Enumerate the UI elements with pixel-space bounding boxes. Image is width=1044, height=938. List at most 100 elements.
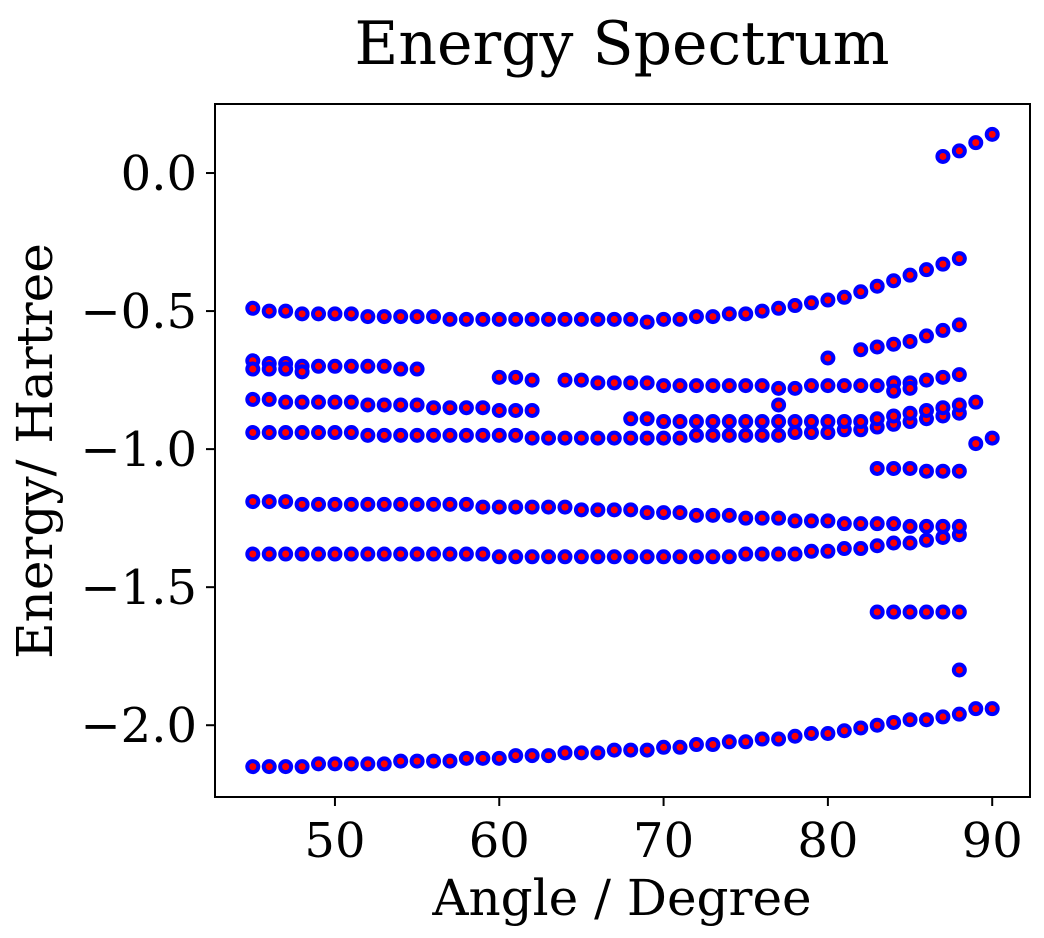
point-marker-level-11-13	[462, 315, 470, 323]
point-marker-level-4-25	[660, 434, 668, 442]
series-level-6	[623, 397, 967, 430]
point-marker-level-11-25	[660, 315, 668, 323]
point-marker-level-2-18	[545, 553, 553, 561]
point-marker-level-2-4	[315, 550, 323, 558]
point-marker-level-2-8	[380, 550, 388, 558]
point-marker-level-10-1	[824, 354, 832, 362]
point-marker-level-1-37	[857, 724, 865, 732]
point-marker-level-9-7	[627, 379, 635, 387]
point-marker-level-1-33	[791, 732, 799, 740]
point-marker-level-7-5	[331, 362, 339, 370]
point-marker-level-4-2	[282, 429, 290, 437]
point-marker-level-2-13	[462, 550, 470, 558]
point-marker-level-6-1	[643, 415, 651, 423]
point-marker-level-2-25	[660, 553, 668, 561]
point-marker-level-2-33	[791, 550, 799, 558]
point-marker-level-6-10	[791, 418, 799, 426]
y-tick-label-4: −2.0	[80, 698, 197, 754]
point-marker-level-1-3	[298, 763, 306, 771]
point-marker-level-4-32	[775, 431, 783, 439]
point-marker-level-2-0	[249, 550, 257, 558]
point-marker-level-12-4	[939, 467, 947, 475]
point-marker-level-10-4	[890, 340, 898, 348]
point-marker-level-3-17	[528, 503, 536, 511]
point-marker-level-1-5	[331, 760, 339, 768]
point-marker-level-2-39	[890, 539, 898, 547]
point-marker-level-6-15	[873, 415, 881, 423]
point-marker-level-3-29	[725, 511, 733, 519]
point-marker-level-11-21	[594, 315, 602, 323]
point-marker-level-6-19	[939, 404, 947, 412]
point-marker-level-4-4	[315, 429, 323, 437]
point-marker-level-9-22	[873, 382, 881, 390]
point-marker-level-11-36	[840, 293, 848, 301]
point-marker-level-3-6	[347, 500, 355, 508]
point-marker-level-2-32	[775, 550, 783, 558]
point-marker-level-4-35	[824, 429, 832, 437]
point-marker-level-5-7	[364, 401, 372, 409]
point-marker-level-7-7	[364, 362, 372, 370]
point-marker-level-2-11	[430, 550, 438, 558]
point-marker-level-6-3	[676, 418, 684, 426]
point-marker-level-14-3	[988, 130, 996, 138]
point-marker-level-2-37	[857, 545, 865, 553]
point-marker-level-5-1	[265, 395, 273, 403]
point-marker-level-10-3	[873, 343, 881, 351]
point-marker-level-2-22	[610, 553, 618, 561]
point-marker-level-1-29	[725, 738, 733, 746]
point-marker-level-1-32	[775, 735, 783, 743]
point-marker-level-13-5	[955, 608, 963, 616]
series-level-12	[869, 430, 1000, 479]
point-marker-level-3-21	[594, 506, 602, 514]
point-marker-level-4-24	[643, 434, 651, 442]
point-marker-level-11-29	[725, 310, 733, 318]
point-marker-level-11-3	[298, 310, 306, 318]
point-marker-level-11-30	[742, 310, 750, 318]
point-marker-level-10-5	[890, 387, 898, 395]
point-marker-level-11-7	[364, 313, 372, 321]
point-marker-level-4-21	[594, 434, 602, 442]
point-marker-level-11-4	[315, 310, 323, 318]
point-marker-level-3-42	[939, 522, 947, 530]
point-marker-level-3-25	[660, 509, 668, 517]
point-marker-level-13-0	[873, 608, 881, 616]
point-marker-level-2-28	[709, 553, 717, 561]
point-marker-level-11-17	[528, 315, 536, 323]
point-marker-level-5-5	[331, 398, 339, 406]
point-marker-level-1-10	[413, 757, 421, 765]
point-marker-level-3-34	[807, 517, 815, 525]
point-marker-level-3-10	[413, 500, 421, 508]
point-marker-level-13-2	[906, 608, 914, 616]
point-marker-level-11-1	[265, 307, 273, 315]
point-marker-level-6-14	[857, 418, 865, 426]
point-marker-level-12-3	[922, 467, 930, 475]
point-marker-level-11-40	[906, 271, 914, 279]
point-marker-level-1-13	[462, 754, 470, 762]
point-marker-level-1-27	[692, 741, 700, 749]
y-tick-label-1: −0.5	[80, 284, 197, 340]
point-marker-level-1-17	[528, 752, 536, 760]
point-marker-level-3-31	[758, 514, 766, 522]
point-marker-level-11-31	[758, 307, 766, 315]
series-level-3	[245, 494, 967, 534]
point-marker-level-2-26	[676, 553, 684, 561]
point-marker-level-12-0	[873, 464, 881, 472]
point-marker-level-3-0	[249, 498, 257, 506]
point-marker-level-3-11	[430, 500, 438, 508]
point-marker-level-4-10	[413, 431, 421, 439]
point-marker-level-6-17	[906, 409, 914, 417]
x-axis: 50 60 70 80 90	[304, 797, 1023, 869]
point-marker-level-6-20	[955, 401, 963, 409]
point-marker-level-8-3	[298, 368, 306, 376]
point-marker-level-13-6	[955, 666, 963, 674]
point-marker-level-3-35	[824, 517, 832, 525]
point-marker-level-11-9	[397, 313, 405, 321]
point-marker-level-6-13	[840, 418, 848, 426]
point-marker-level-12-2	[906, 464, 914, 472]
point-marker-level-3-28	[709, 511, 717, 519]
plot-frame	[214, 103, 1031, 798]
point-marker-level-1-19	[561, 749, 569, 757]
point-marker-level-2-20	[577, 553, 585, 561]
point-marker-level-1-30	[742, 738, 750, 746]
point-marker-level-5-0	[249, 395, 257, 403]
